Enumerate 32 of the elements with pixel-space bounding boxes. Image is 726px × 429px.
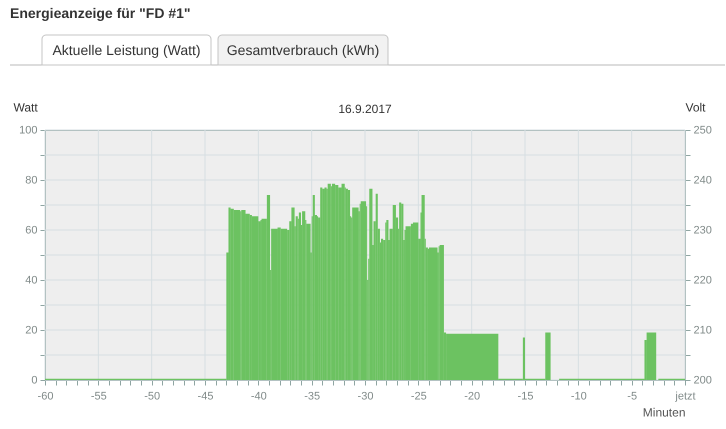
x-tick-label: -25	[410, 390, 427, 402]
text: Gesamtverbrauch (kWh)	[226, 42, 380, 58]
y2-tick-label: 240	[694, 174, 712, 186]
y-tick-label: 40	[25, 274, 38, 286]
y2-tick-label: 210	[694, 324, 712, 336]
y-tick-label: 80	[25, 174, 38, 186]
y2-axis-title: Volt	[686, 100, 706, 114]
x-tick-label: -60	[38, 390, 54, 402]
x-tick-label: -20	[464, 390, 480, 402]
chart-subtitle: 16.9.2017	[338, 102, 392, 116]
y2-tick-label: 250	[694, 124, 712, 136]
y-tick-label: 60	[25, 224, 38, 236]
y2-tick-label: 220	[694, 274, 712, 286]
x-tick-label: -30	[358, 390, 374, 402]
x-axis-title: Minuten	[642, 406, 686, 420]
y2-tick-label: 230	[694, 224, 712, 236]
x-tick-label: -50	[144, 390, 160, 402]
x-tick-label: -40	[250, 390, 267, 402]
chart-title: Energieanzeige für "FD #1"	[10, 5, 191, 21]
y-tick-label: 0	[31, 374, 38, 386]
x-tick-label: -15	[518, 390, 534, 402]
x-tick-label: jetzt	[674, 390, 696, 402]
y-tick-label: 100	[19, 124, 38, 136]
text: Aktuelle Leistung (Watt)	[52, 42, 201, 58]
y-axis-title: Watt	[14, 100, 38, 114]
y2-tick-label: 200	[694, 374, 712, 386]
x-tick-label: -45	[198, 390, 214, 402]
x-tick-label: -10	[570, 390, 587, 402]
y-tick-label: 20	[25, 324, 38, 336]
x-tick-label: -5	[627, 390, 638, 402]
x-tick-label: -55	[90, 390, 107, 402]
x-tick-label: -35	[304, 390, 320, 402]
